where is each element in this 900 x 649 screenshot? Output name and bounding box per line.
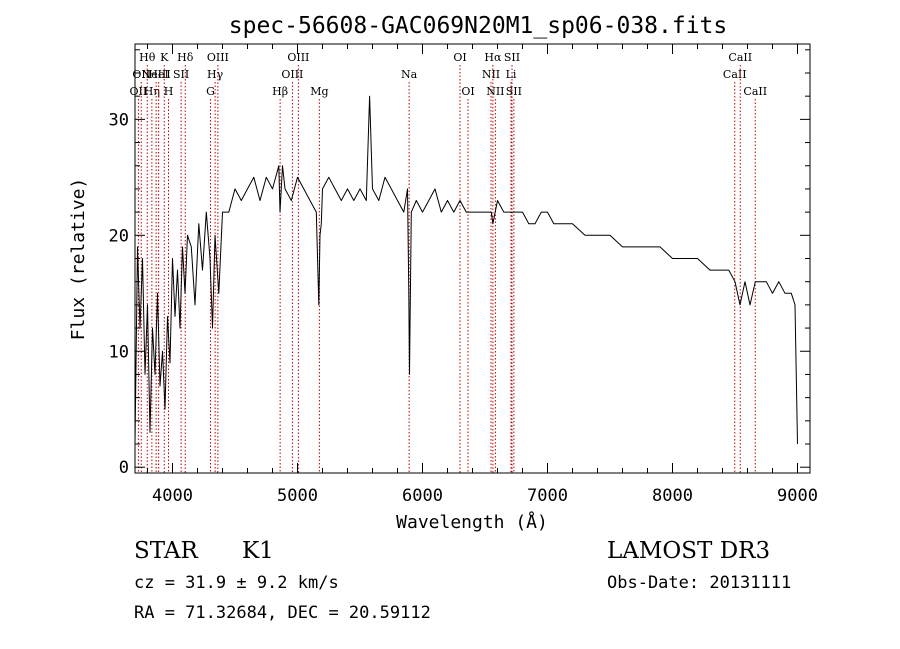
line-marker-label-5: HeI bbox=[148, 68, 168, 81]
line-marker-label-16: Mg bbox=[310, 85, 328, 98]
line-marker-label-28: CaII bbox=[743, 85, 767, 98]
line-marker-label-11: Hγ bbox=[207, 68, 224, 81]
line-marker-label-9: Hδ bbox=[177, 51, 194, 64]
line-marker-label-20: NII bbox=[482, 68, 500, 81]
y-tick-label-1: 10 bbox=[109, 342, 129, 362]
y-tick-label-0: 0 bbox=[119, 458, 129, 478]
line-marker-label-6: K bbox=[160, 51, 169, 64]
line-marker-label-12: OIII bbox=[207, 51, 229, 64]
line-marker-label-22: NII bbox=[486, 85, 504, 98]
x-axis: 4000 5000 6000 7000 8000 9000 bbox=[147, 44, 818, 506]
redshift-value: cz = 31.9 ± 9.2 km/s bbox=[134, 573, 339, 593]
line-marker-label-3: Hη bbox=[144, 85, 160, 98]
y-tick-label-2: 20 bbox=[109, 226, 129, 246]
line-marker-label-21: Hα bbox=[484, 51, 502, 64]
spectral-subclass: K1 bbox=[242, 538, 274, 564]
line-marker-label-17: Na bbox=[401, 68, 418, 81]
line-marker-label-2: Hθ bbox=[139, 51, 156, 64]
line-marker-label-1: OII bbox=[132, 68, 150, 81]
y-axis: 0 10 20 30 bbox=[109, 49, 810, 478]
coordinates: RA = 71.32684, DEC = 20.59112 bbox=[134, 603, 431, 623]
x-tick-label-1: 5000 bbox=[277, 486, 318, 506]
y-axis-label: Flux (relative) bbox=[68, 178, 89, 341]
line-marker-label-23: Li bbox=[506, 68, 517, 81]
plot-frame bbox=[134, 43, 811, 474]
line-marker-label-25: SII bbox=[506, 85, 522, 98]
x-tick-label-0: 4000 bbox=[152, 486, 193, 506]
flux-series-group bbox=[134, 95, 798, 445]
y-tick-label-3: 30 bbox=[109, 110, 129, 130]
x-tick-label-4: 8000 bbox=[652, 486, 693, 506]
x-tick-label-2: 6000 bbox=[402, 486, 443, 506]
survey-name: LAMOST DR3 bbox=[607, 538, 771, 564]
object-type: STAR bbox=[134, 538, 198, 564]
series-line-0 bbox=[134, 95, 798, 445]
line-marker-label-14: OIII bbox=[281, 68, 303, 81]
line-marker-label-15: OIII bbox=[287, 51, 309, 64]
line-marker-label-13: Hβ bbox=[272, 85, 288, 98]
line-marker-label-10: G bbox=[206, 85, 215, 98]
x-axis-label: Wavelength (Å) bbox=[396, 511, 548, 533]
line-marker-label-27: CaII bbox=[728, 51, 752, 64]
observation-date: Obs-Date: 20131111 bbox=[607, 573, 792, 593]
line-marker-label-4: NeIII bbox=[142, 68, 171, 81]
line-marker-label-0: OII bbox=[130, 85, 148, 98]
line-marker-label-24: SII bbox=[504, 51, 520, 64]
chart-title: spec-56608-GAC069N20M1_sp06-038.fits bbox=[229, 13, 728, 39]
x-tick-label-3: 7000 bbox=[527, 486, 568, 506]
line-marker-label-18: OI bbox=[453, 51, 466, 64]
line-marker-label-26: CaII bbox=[723, 68, 747, 81]
line-marker-label-7: H bbox=[164, 85, 174, 98]
x-tick-label-5: 9000 bbox=[777, 486, 818, 506]
line-marker-label-8: SII bbox=[173, 68, 189, 81]
line-marker-label-19: OI bbox=[461, 85, 474, 98]
